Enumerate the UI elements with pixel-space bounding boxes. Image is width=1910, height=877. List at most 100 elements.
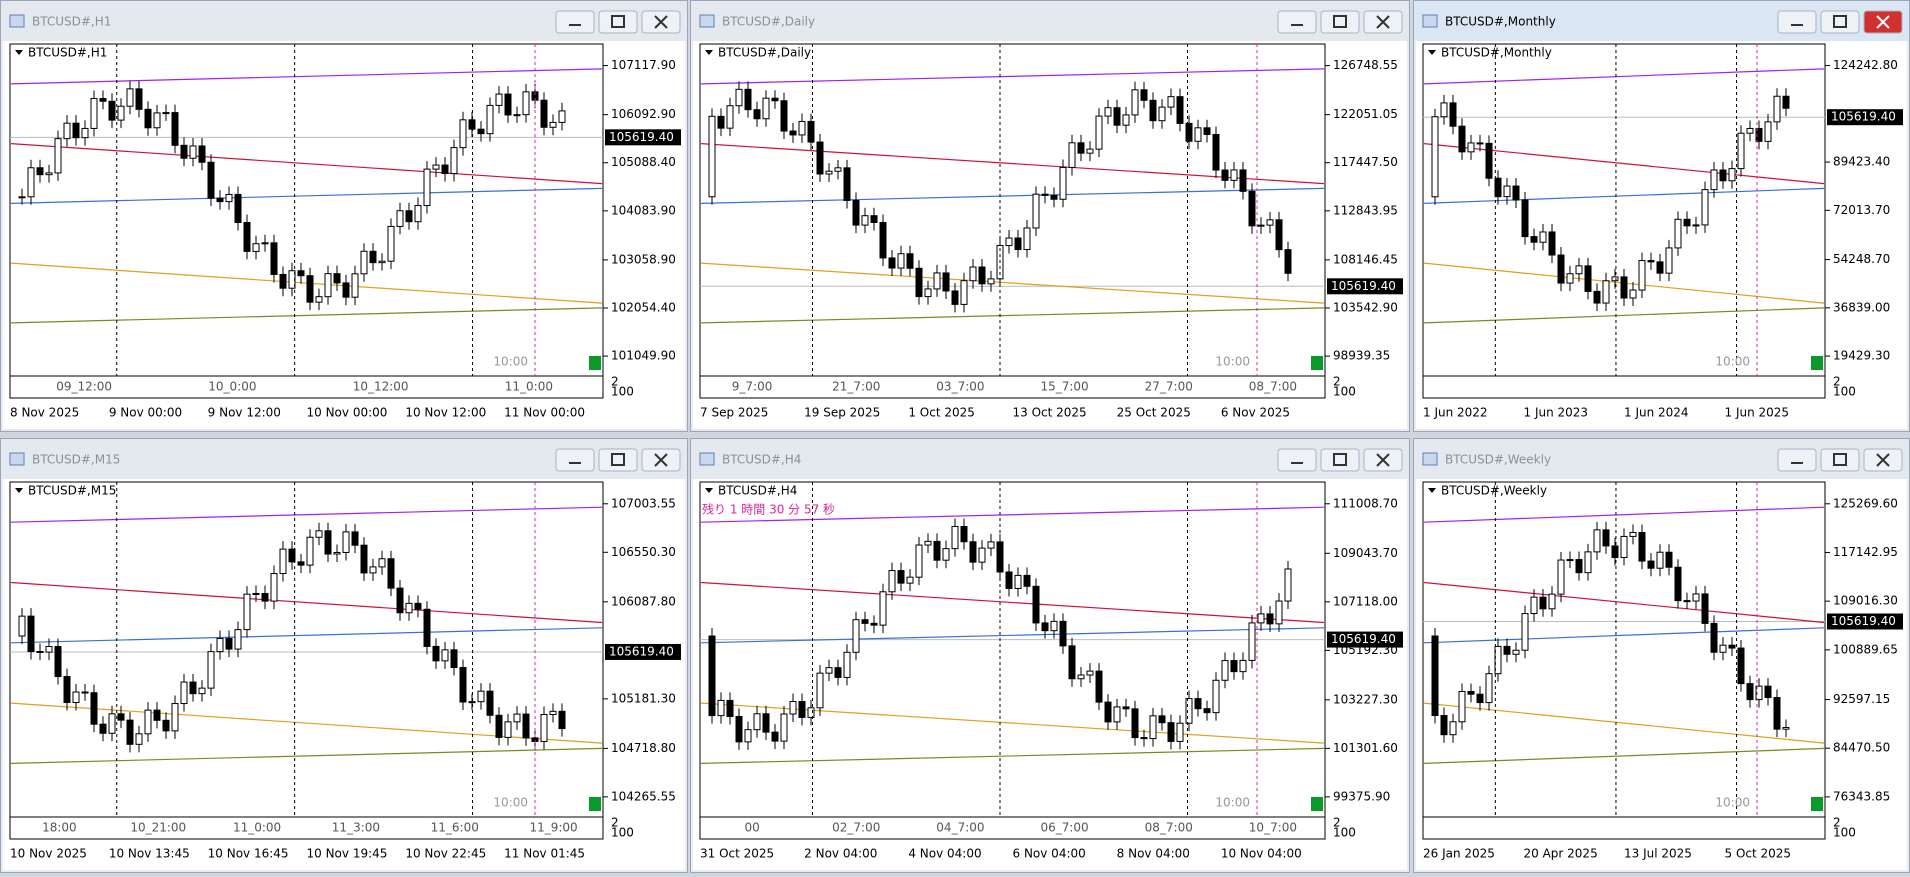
- candle-body: [1086, 670, 1094, 676]
- window-icon: [9, 14, 25, 28]
- candle-body: [450, 147, 458, 175]
- candle-body: [1284, 249, 1292, 274]
- maximize-button[interactable]: [1820, 10, 1860, 34]
- date-label: 10 Nov 00:00: [307, 406, 388, 420]
- candle-body: [924, 288, 932, 298]
- drawn-line: [700, 187, 1325, 204]
- drawn-line: [10, 627, 603, 644]
- chart-window: BTCUSD#,Monthly BTCUSD#,Monthly 124242.80 8…: [1413, 0, 1910, 432]
- candle-body: [549, 710, 557, 716]
- candle-body: [789, 130, 797, 136]
- minimize-button[interactable]: [1277, 448, 1317, 472]
- candle-body: [1158, 715, 1166, 724]
- price-tick-label: 103058.90: [611, 252, 676, 266]
- drawn-line: [10, 747, 603, 764]
- window-title: BTCUSD#,M15: [32, 453, 120, 467]
- candle-body: [1086, 148, 1094, 154]
- candle-body: [960, 280, 968, 305]
- minimize-button[interactable]: [555, 448, 595, 472]
- price-tick-label: 19429.30: [1833, 349, 1890, 363]
- price-tick-label: 124242.80: [1833, 58, 1898, 72]
- candle-body: [387, 225, 395, 262]
- candle-body: [771, 731, 779, 742]
- time-mark: 11_9:00: [529, 821, 577, 835]
- candle-body: [297, 270, 305, 277]
- candle-body: [1773, 697, 1781, 730]
- candle-body: [171, 703, 179, 732]
- candle-body: [1458, 125, 1466, 153]
- candle-body: [897, 253, 905, 269]
- candle-body: [1023, 574, 1031, 587]
- candle-body: [396, 210, 404, 227]
- price-tick-label: 104083.90: [611, 203, 676, 217]
- candle-body: [108, 713, 116, 734]
- candle-body: [405, 602, 413, 614]
- candle-body: [333, 551, 341, 555]
- date-label: 10 Nov 2025: [10, 847, 87, 861]
- candle-body: [1764, 685, 1772, 699]
- minimize-button[interactable]: [1777, 10, 1817, 34]
- candle-body: [987, 541, 995, 549]
- date-label: 4 Nov 04:00: [908, 847, 981, 861]
- price-tick-label: 76343.85: [1833, 789, 1890, 803]
- candle-body: [225, 637, 233, 650]
- countdown: 10:00: [1215, 796, 1250, 810]
- candle-body: [450, 649, 458, 669]
- status-indicator: [1811, 356, 1823, 370]
- maximize-button[interactable]: [1320, 448, 1360, 472]
- maximize-button[interactable]: [598, 448, 638, 472]
- candle-body: [378, 260, 386, 264]
- candle-body: [1122, 114, 1130, 126]
- candle-body: [1566, 273, 1574, 284]
- candle-body: [504, 721, 512, 738]
- maximize-button[interactable]: [1820, 448, 1860, 472]
- candle-body: [1566, 559, 1574, 562]
- plot-frame: [1422, 43, 1826, 377]
- candle-body: [1248, 190, 1256, 227]
- time-mark: 08_7:00: [1249, 380, 1297, 394]
- candle-body: [1782, 95, 1790, 109]
- candle-body: [870, 215, 878, 224]
- candle-body: [1275, 219, 1283, 251]
- candle-body: [126, 719, 134, 745]
- current-price: 105619.40: [609, 644, 674, 658]
- candle-body: [1539, 231, 1547, 243]
- candle-body: [1683, 218, 1691, 227]
- candle-body: [432, 645, 440, 662]
- date-label: 8 Nov 04:00: [1117, 847, 1190, 861]
- chart-window: BTCUSD#,H4 BTCUSD#,H4 111008.70 109043.70 10…: [690, 438, 1410, 873]
- candle-body: [744, 88, 752, 111]
- candle-body: [978, 266, 986, 285]
- maximize-button[interactable]: [598, 10, 638, 34]
- date-label: 25 Oct 2025: [1117, 406, 1191, 420]
- price-tick-label: 126748.55: [1333, 58, 1398, 72]
- candle-body: [1737, 132, 1745, 170]
- date-label: 10 Nov 04:00: [1221, 847, 1302, 861]
- countdown: 10:00: [493, 355, 528, 369]
- maximize-button[interactable]: [1320, 10, 1360, 34]
- date-label: 6 Nov 04:00: [1013, 847, 1086, 861]
- candle-body: [351, 531, 359, 546]
- candle-body: [270, 242, 278, 275]
- candle-body: [288, 548, 296, 563]
- current-price: 105619.40: [1831, 614, 1896, 628]
- time-mark: 11_0:00: [233, 821, 281, 835]
- candle-body: [99, 723, 107, 734]
- minimize-button[interactable]: [1777, 448, 1817, 472]
- status-indicator: [1311, 356, 1323, 370]
- candle-body: [708, 115, 716, 198]
- drawn-line: [1423, 506, 1825, 523]
- minimize-button[interactable]: [1277, 10, 1317, 34]
- candle-body: [351, 273, 359, 298]
- button-glyph: [654, 15, 668, 29]
- button-glyph: [1876, 453, 1890, 467]
- candle-body: [1149, 99, 1157, 122]
- candle-body: [1629, 289, 1637, 299]
- candle-body: [825, 667, 833, 674]
- current-price: 105619.40: [1331, 632, 1396, 646]
- symbol-arrow: [15, 488, 23, 493]
- candle-body: [1746, 683, 1754, 701]
- candle-body: [459, 667, 467, 703]
- current-price-box: [1827, 613, 1903, 630]
- minimize-button[interactable]: [555, 10, 595, 34]
